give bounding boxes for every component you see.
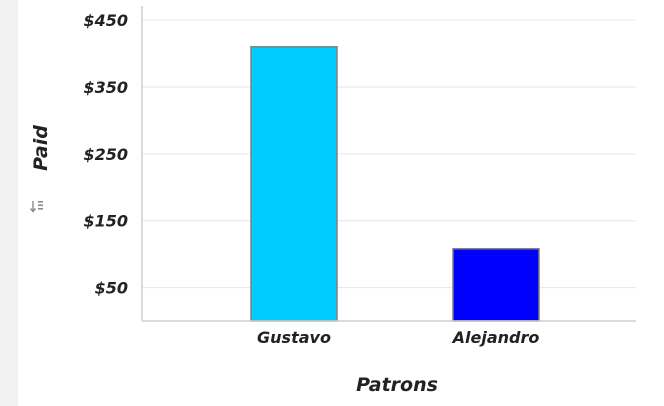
chart-card: [18, 0, 664, 406]
x-axis-title: Patrons: [356, 374, 438, 396]
bar-gustavo[interactable]: [250, 46, 338, 322]
y-tick-labels: $50 $150 $250 $350 $450: [83, 11, 128, 298]
bars: [250, 46, 540, 322]
x-tick-labels: Gustavo Alejandro: [257, 328, 539, 347]
y-tick-label: $50: [95, 279, 128, 298]
sort-icon[interactable]: [30, 199, 44, 215]
y-tick-label: $150: [83, 212, 128, 231]
bar-alejandro[interactable]: [452, 248, 540, 322]
y-tick-label: $250: [83, 145, 128, 164]
x-tick-label: Alejandro: [451, 328, 540, 347]
y-tick-label: $450: [83, 11, 128, 30]
y-tick-label: $350: [83, 78, 128, 97]
x-tick-label: Gustavo: [257, 328, 331, 347]
grid-lines: [142, 19, 636, 289]
y-axis-title: Paid: [30, 125, 52, 171]
